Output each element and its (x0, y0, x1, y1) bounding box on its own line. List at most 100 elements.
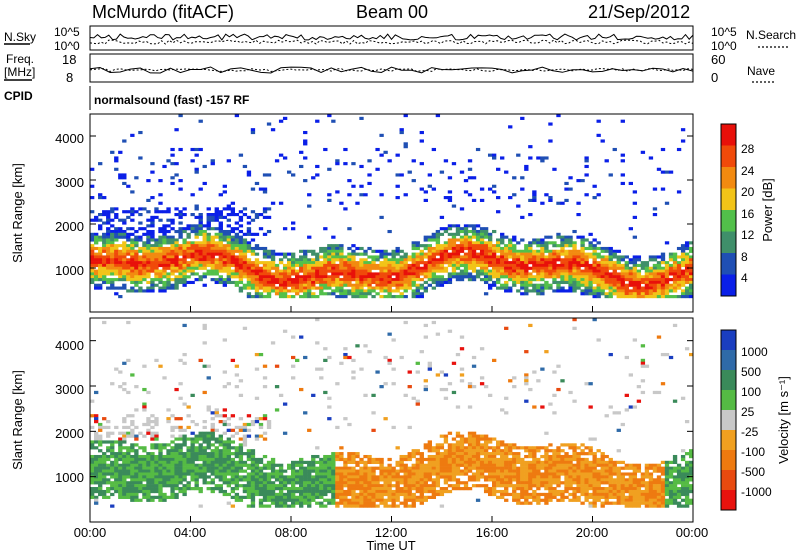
velocity-cell (162, 466, 167, 470)
power-cell (431, 278, 437, 282)
power-cell (644, 278, 650, 282)
velocity-cell (291, 495, 296, 499)
velocity-cell (475, 484, 481, 488)
power-cell (588, 244, 593, 248)
power-cell (266, 207, 272, 211)
velocity-cell (500, 489, 505, 494)
power-cell (688, 275, 694, 279)
velocity-cell (411, 472, 416, 476)
power-cell (110, 246, 115, 251)
power-cell (564, 280, 569, 285)
power-cell (218, 229, 223, 234)
velocity-cell (198, 457, 203, 462)
velocity-cell (158, 457, 163, 462)
velocity-cell (524, 484, 529, 488)
velocity-cell (250, 422, 256, 427)
velocity-cell (238, 466, 244, 470)
velocity-cell (339, 469, 344, 473)
power-cell (166, 229, 171, 234)
power-cell (166, 235, 171, 239)
velocity-cell (504, 498, 509, 502)
power-cell (126, 210, 131, 214)
velocity-cell (347, 460, 352, 465)
power-cell (648, 269, 654, 273)
power-cell (463, 252, 469, 256)
velocity-cell (278, 504, 284, 508)
power-cell (166, 207, 171, 211)
power-cell (226, 252, 231, 256)
velocity-cell (166, 452, 171, 456)
velocity-cell (182, 402, 187, 406)
power-cell (596, 255, 601, 259)
power-cell (303, 139, 308, 143)
power-cell (660, 272, 666, 276)
power-cell (596, 241, 601, 245)
velocity-cell (254, 481, 260, 485)
power-cell (122, 241, 127, 245)
velocity-cell (234, 460, 240, 465)
velocity-cell (520, 475, 525, 479)
power-cell (431, 286, 437, 290)
velocity-cell (214, 463, 219, 467)
velocity-cell (347, 489, 352, 494)
velocity-cell (379, 475, 384, 479)
power-cell (202, 283, 207, 287)
power-cell (660, 252, 666, 256)
power-cell (359, 278, 364, 282)
velocity-cell (182, 475, 187, 479)
velocity-cell (471, 437, 477, 441)
power-cell (262, 289, 268, 293)
power-cell (656, 255, 662, 259)
power-cell (487, 241, 493, 245)
power-cell (154, 278, 159, 282)
power-cell (375, 255, 380, 259)
power-cell (295, 292, 300, 296)
velocity-cell (110, 454, 115, 459)
power-cell (242, 266, 248, 270)
power-cell (98, 266, 103, 270)
power-cell (604, 278, 609, 282)
power-cell (250, 266, 256, 270)
power-cell (363, 295, 368, 299)
power-cell (664, 278, 670, 282)
power-cell (142, 241, 147, 245)
power-cell (274, 280, 280, 285)
power-cell (628, 280, 633, 285)
velocity-cell (492, 492, 497, 497)
velocity-cell (110, 484, 115, 488)
power-cell (556, 283, 561, 287)
velocity-cell (383, 472, 388, 476)
power-cell (339, 272, 344, 276)
power-cell (588, 232, 593, 236)
velocity-cell (90, 489, 95, 494)
power-cell (676, 272, 682, 276)
power-cell (632, 255, 638, 259)
velocity-cell (455, 466, 461, 470)
velocity-cell (226, 449, 231, 453)
power-cell (146, 266, 151, 270)
power-cell (492, 190, 497, 194)
velocity-cell (435, 489, 441, 494)
velocity-cell (496, 457, 501, 462)
power-cell (616, 266, 621, 270)
power-cell (616, 255, 621, 259)
power-cell (532, 193, 537, 197)
power-cell (110, 266, 115, 270)
power-cell (198, 229, 203, 234)
power-cell (512, 272, 517, 276)
velocity-cell (90, 454, 95, 459)
power-cell (122, 278, 127, 282)
power-cell (150, 252, 155, 256)
velocity-cell (170, 434, 175, 438)
power-cell (278, 119, 284, 123)
velocity-cell (118, 469, 123, 473)
power-cell (612, 269, 617, 273)
power-cell (500, 258, 505, 262)
power-cell (604, 246, 609, 251)
velocity-cell (319, 501, 324, 505)
velocity-cell (258, 475, 264, 479)
velocity-cell (415, 402, 420, 406)
power-cbar-tick-24: 24 (741, 164, 755, 178)
power-cell (544, 241, 549, 245)
power-cell (150, 286, 155, 290)
